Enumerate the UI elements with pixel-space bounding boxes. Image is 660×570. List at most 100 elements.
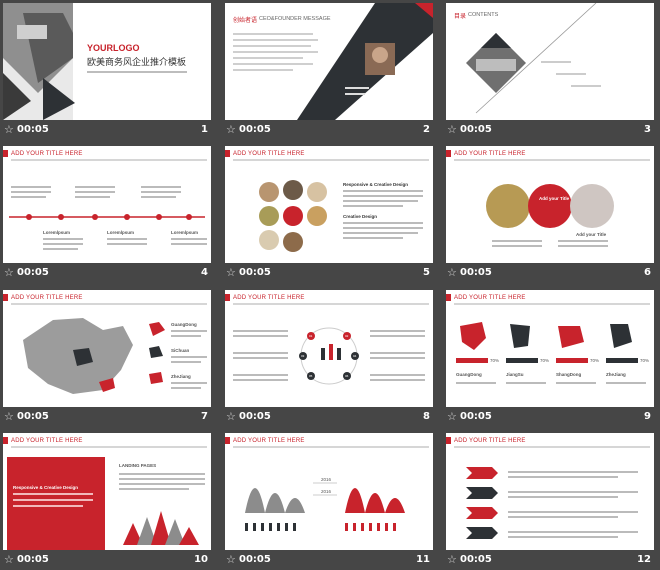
star-icon: ☆ xyxy=(447,553,457,566)
slide-10-duration: 00:05 xyxy=(17,554,49,565)
slide-thumbnail-1[interactable]: YOURLOGO 欧美商务风企业推介模板 ☆ 00:05 1 xyxy=(0,0,214,140)
slide-11-heading: ADD YOUR TITLE HERE xyxy=(233,438,305,444)
slide-thumbnail-10[interactable]: ADD YOUR TITLE HERE Responsive & Creativ… xyxy=(0,430,214,570)
slide-9-percent-1: 70% xyxy=(490,358,500,363)
slide-5-subline xyxy=(233,159,429,161)
slide-11-chart xyxy=(245,482,405,531)
slide-9-label-1: GuangDong xyxy=(456,372,482,377)
slide-5-label-1: Responsive & Creative Design xyxy=(343,182,409,187)
star-icon: ☆ xyxy=(447,266,457,279)
slide-6-circles xyxy=(486,184,614,247)
slide-12-footer: ☆ 00:05 12 xyxy=(443,551,657,570)
slide-9-subline xyxy=(454,303,650,305)
slide-10-label-1: Responsive & Creative Design xyxy=(13,485,79,490)
slide-12-subline xyxy=(454,446,650,448)
slide-7-label-3: ZheJiang xyxy=(171,374,191,379)
star-icon: ☆ xyxy=(226,123,236,136)
slide-thumbnail-11[interactable]: ADD YOUR TITLE HERE 2016 2016 ☆ 00:05 11 xyxy=(222,430,436,570)
slide-10-label-2: LANDING PAGES xyxy=(119,463,157,468)
slide-7-heading: ADD YOUR TITLE HERE xyxy=(11,295,83,301)
slide-4-canvas: ADD YOUR TITLE HERE Loremlpsum Loremlpsu… xyxy=(3,146,211,263)
slide-8-duration: 00:05 xyxy=(239,411,271,422)
slide-4-label-2: Loremlpsum xyxy=(107,230,135,235)
slide-7-heading-marker xyxy=(3,294,8,301)
slide-5-footer: ☆ 00:05 5 xyxy=(222,264,436,283)
slide-6-footer: ☆ 00:05 6 xyxy=(443,264,657,283)
slide-11-heading-marker xyxy=(225,437,230,444)
slide-1-logo: YOURLOGO xyxy=(87,43,140,53)
slide-7-number: 7 xyxy=(201,411,208,422)
slide-thumbnail-9[interactable]: ADD YOUR TITLE HERE GuangDong JiangSu Sh… xyxy=(443,287,657,427)
slide-12-heading-marker xyxy=(446,437,451,444)
slide-9-percent-4: 70% xyxy=(640,358,650,363)
slide-1-title: 欧美商务风企业推介模板 xyxy=(87,58,187,68)
slide-9-label-3: ShangDong xyxy=(556,372,582,377)
star-icon: ☆ xyxy=(226,553,236,566)
slide-8-step-5: 05 xyxy=(309,374,313,378)
slide-thumbnail-5[interactable]: ADD YOUR TITLE HERE Responsive & Creativ… xyxy=(222,143,436,283)
slide-6-label-2: Add your Title xyxy=(576,232,607,237)
slide-12-duration: 00:05 xyxy=(460,554,492,565)
slide-9-number: 9 xyxy=(644,411,651,422)
slide-4-heading: ADD YOUR TITLE HERE xyxy=(11,151,83,157)
star-icon: ☆ xyxy=(4,410,14,423)
slide-9-percent-3: 70% xyxy=(590,358,600,363)
slide-1-subtitle-line xyxy=(87,71,187,73)
slide-9-label-4: ZheJiang xyxy=(606,372,626,377)
slide-7-label-2: SiChuan xyxy=(171,348,190,353)
slide-11-footer: ☆ 00:05 11 xyxy=(222,551,436,570)
slide-12-canvas: ADD YOUR TITLE HERE xyxy=(446,433,654,550)
slide-3-graphics xyxy=(466,3,601,114)
star-icon: ☆ xyxy=(4,553,14,566)
slide-2-number: 2 xyxy=(423,124,430,135)
slide-4-footer: ☆ 00:05 4 xyxy=(0,264,214,283)
slide-12-heading: ADD YOUR TITLE HERE xyxy=(454,438,526,444)
slide-11-subline xyxy=(233,446,429,448)
slide-10-heading-marker xyxy=(3,437,8,444)
star-icon: ☆ xyxy=(447,410,457,423)
slide-thumbnail-6[interactable]: ADD YOUR TITLE HERE Add your Title Add y… xyxy=(443,143,657,283)
slide-10-heading: ADD YOUR TITLE HERE xyxy=(11,438,83,444)
star-icon: ☆ xyxy=(4,266,14,279)
slide-11-year-1: 2016 xyxy=(321,477,332,482)
slide-5-label-2: Creative Design xyxy=(343,214,378,219)
slide-11-year-2: 2016 xyxy=(321,489,332,494)
star-icon: ☆ xyxy=(226,410,236,423)
slide-10-number: 10 xyxy=(194,554,208,565)
slide-5-number: 5 xyxy=(423,267,430,278)
slide-8-step-6: 06 xyxy=(345,374,349,378)
slide-4-label-1: Loremlpsum xyxy=(43,230,71,235)
slide-8-step-3: 03 xyxy=(301,354,305,358)
slide-4-timeline xyxy=(9,186,207,250)
slide-9-heading-marker xyxy=(446,294,451,301)
slide-10-graphics xyxy=(7,457,205,550)
slide-thumbnail-8[interactable]: ADD YOUR TITLE HERE 01 02 03 04 05 06 xyxy=(222,287,436,427)
slide-10-canvas: ADD YOUR TITLE HERE Responsive & Creativ… xyxy=(3,433,211,550)
slide-thumbnail-7[interactable]: ADD YOUR TITLE HERE GuangDong SiChuan Zh… xyxy=(0,287,214,427)
slide-9-duration: 00:05 xyxy=(460,411,492,422)
slide-8-subline xyxy=(233,303,429,305)
slide-5-canvas: ADD YOUR TITLE HERE Responsive & Creativ… xyxy=(225,146,433,263)
slide-thumbnail-12[interactable]: ADD YOUR TITLE HERE ☆ 00:05 12 xyxy=(443,430,657,570)
slide-1-number: 1 xyxy=(201,124,208,135)
slide-thumbnail-4[interactable]: ADD YOUR TITLE HERE Loremlpsum Loremlpsu… xyxy=(0,143,214,283)
slide-9-canvas: ADD YOUR TITLE HERE GuangDong JiangSu Sh… xyxy=(446,290,654,407)
slide-3-heading: 目录 xyxy=(454,13,467,20)
slide-4-duration: 00:05 xyxy=(17,267,49,278)
slide-6-duration: 00:05 xyxy=(460,267,492,278)
slide-1-duration: 00:05 xyxy=(17,124,49,135)
slide-8-diagram xyxy=(233,327,425,385)
slide-2-subheading: CEO&FOUNDER MESSAGE xyxy=(259,16,331,22)
slide-6-label-1: Add your Title xyxy=(539,196,570,201)
slide-9-footer: ☆ 00:05 9 xyxy=(443,408,657,427)
slide-7-label-1: GuangDong xyxy=(171,322,197,327)
slide-8-step-2: 02 xyxy=(345,334,349,338)
slide-7-footer: ☆ 00:05 7 xyxy=(0,408,214,427)
slide-11-canvas: ADD YOUR TITLE HERE 2016 2016 xyxy=(225,433,433,550)
slide-6-canvas: ADD YOUR TITLE HERE Add your Title Add y… xyxy=(446,146,654,263)
slide-thumbnail-2[interactable]: 创始者语 CEO&FOUNDER MESSAGE ☆ 00:05 2 xyxy=(222,0,436,140)
slide-3-footer: ☆ 00:05 3 xyxy=(443,121,657,140)
slide-4-subline xyxy=(11,159,207,161)
slide-thumbnail-3[interactable]: 目录 CONTENTS ☆ 00:05 3 xyxy=(443,0,657,140)
slide-8-number: 8 xyxy=(423,411,430,422)
